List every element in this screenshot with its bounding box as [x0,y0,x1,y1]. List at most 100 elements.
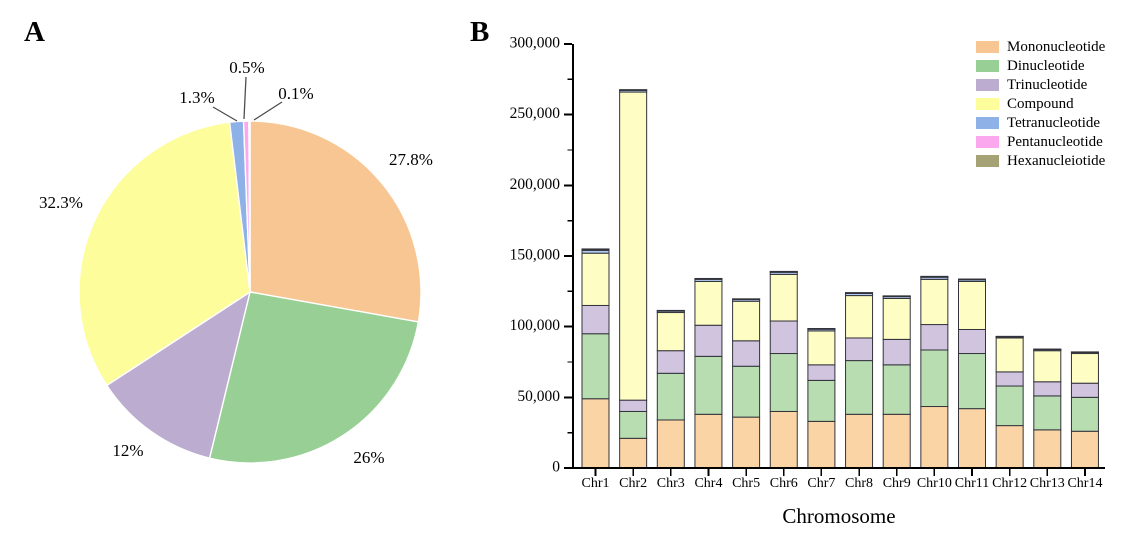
bar-segment-compound-chr13 [1033,350,1062,383]
x-tick-label-chr3: Chr3 [657,476,685,491]
pie-label-compound: 32.3% [39,193,83,212]
bar-segment-trinucleotide-chr8 [845,337,874,362]
legend-item-pentanucleotide: Pentanucleotide [976,133,1105,150]
x-tick-label-chr13: Chr13 [1030,476,1065,491]
bar-segment-trinucleotide-chr1 [581,304,610,335]
bar-segment-compound-chr8 [845,295,874,339]
bar-segment-trinucleotide-chr14 [1070,382,1099,398]
x-tick-label-chr9: Chr9 [883,476,911,491]
legend-label-compound: Compound [1007,95,1074,112]
bar-segment-trinucleotide-chr11 [958,328,986,355]
pie-slice-dinucleotide [208,291,420,464]
y-tick-label: 200,000 [510,176,561,193]
bar-segment-mononucleotide-chr3 [656,419,685,469]
bar-segment-compound-chr4 [694,280,723,326]
legend-swatch-dinucleotide [976,60,999,72]
bar-segment-dinucleotide-chr6 [769,353,798,412]
bar-stack-chr10 [920,275,949,469]
stacked-bar-chart: 0 50,000 100,000 150,000 200,000 250,000 300,0… [510,35,1105,528]
bar-stack-chr14 [1070,351,1099,469]
pie-leader-hexanucleiotide [253,101,283,121]
bar-segment-dinucleotide-chr8 [845,360,874,415]
bar-segment-dinucleotide-chr7 [807,379,836,422]
legend-item-mononucleotide: Mononucleotide [976,38,1106,55]
x-tick-label-chr14: Chr14 [1067,476,1102,491]
bar-segment-mononucleotide-chr4 [694,413,723,469]
legend-label-tetranucleotide: Tetranucleotide [1007,114,1101,131]
bar-stack-chr2 [619,89,648,469]
bar-stack-chr4 [694,277,723,469]
legend-label-trinucleotide: Trinucleotide [1007,76,1088,93]
x-axis-ticks: Chr1 Chr2 Chr3 Chr4 Chr5 Chr6 Chr7 Chr8 Chr9 Chr1… [582,469,1102,491]
bar-segment-compound-chr2 [619,91,648,401]
x-tick-label-chr7: Chr7 [807,476,835,491]
bar-segment-mononucleotide-chr13 [1033,429,1062,469]
pie-label-tetranucleotide: 1.3% [179,88,214,107]
bar-stack-chr7 [807,328,836,469]
legend-swatch-mononucleotide [976,41,999,53]
y-tick-label: 150,000 [510,247,561,264]
axes [572,44,1105,470]
bar-segment-mononucleotide-chr8 [845,413,874,469]
bar-stack-chr1 [581,248,610,469]
bar-segment-mononucleotide-chr2 [619,437,648,469]
pie-labels: 27.8% 26% 12% 32.3% 1.3% 0.5% 0.1% [39,58,433,467]
bar-segment-trinucleotide-chr6 [769,320,798,355]
bar-stack-chr13 [1033,348,1062,469]
bar-segment-trinucleotide-chr4 [694,324,723,357]
pie-label-mononucleotide: 27.8% [389,150,433,169]
bar-segment-compound-chr9 [882,297,911,340]
bar-segment-mononucleotide-chr7 [807,420,836,469]
y-tick-label: 50,000 [517,388,560,405]
bar-segment-mononucleotide-chr11 [958,408,986,469]
bar-segment-dinucleotide-chr9 [882,364,911,415]
bar-stack-chr9 [882,295,911,469]
x-tick-label-chr10: Chr10 [917,476,952,491]
x-tick-label-chr6: Chr6 [770,476,798,491]
bar-segment-compound-chr11 [958,280,986,330]
bar-segment-mononucleotide-chr10 [920,406,949,469]
pie-label-dinucleotide: 26% [353,448,384,467]
legend-label-mononucleotide: Mononucleotide [1007,38,1106,55]
bar-segment-compound-chr6 [769,273,798,322]
bar-segment-dinucleotide-chr12 [995,385,1024,427]
pie-label-trinucleotide: 12% [112,441,143,460]
y-axis-ticks: 0 50,000 100,000 150,000 200,000 250,000 300,0… [510,35,572,476]
legend-item-dinucleotide: Dinucleotide [976,58,1105,73]
legend-swatch-compound [976,98,999,110]
bar-segment-trinucleotide-chr7 [807,364,836,381]
pie-leader-lines [212,76,283,122]
legend-item-hexanucleiotide: Hexanucleiotide [976,152,1106,169]
x-tick-label-chr5: Chr5 [732,476,760,491]
x-tick-label-chr2: Chr2 [619,476,647,491]
bar-segment-dinucleotide-chr1 [581,333,610,400]
bar-segment-compound-chr5 [732,300,761,342]
x-tick-label-chr4: Chr4 [694,476,722,491]
bar-stack-chr6 [769,270,798,469]
bar-segment-dinucleotide-chr4 [694,355,723,415]
bar-stacks [581,89,1099,469]
legend-label-pentanucleotide: Pentanucleotide [1007,133,1103,150]
legend-swatch-trinucleotide [976,79,999,91]
bar-segment-mononucleotide-chr6 [769,410,798,469]
bar-segment-compound-chr12 [995,337,1024,373]
pie-slice-hexanucleiotide [248,120,251,293]
legend-swatch-pentanucleotide [976,136,999,148]
pie-label-hexanucleiotide: 0.1% [278,84,313,103]
panel-b-label: B [470,16,490,48]
legend-item-trinucleotide: Trinucleotide [976,76,1105,93]
panel-a-label: A [24,16,45,48]
bar-stack-chr12 [995,335,1024,469]
bar-stack-chr11 [958,278,986,469]
bar-segment-trinucleotide-chr3 [656,350,685,374]
bar-segment-mononucleotide-chr14 [1070,430,1099,469]
bar-segment-dinucleotide-chr10 [920,349,949,408]
x-tick-label-chr11: Chr11 [955,476,989,491]
y-tick-label: 0 [552,459,560,476]
bar-segment-mononucleotide-chr1 [581,398,610,469]
bar-stack-chr5 [732,298,761,469]
legend-label-hexanucleiotide: Hexanucleiotide [1007,152,1106,169]
pie-label-pentanucleotide: 0.5% [229,58,264,77]
y-tick-label: 250,000 [510,105,561,122]
